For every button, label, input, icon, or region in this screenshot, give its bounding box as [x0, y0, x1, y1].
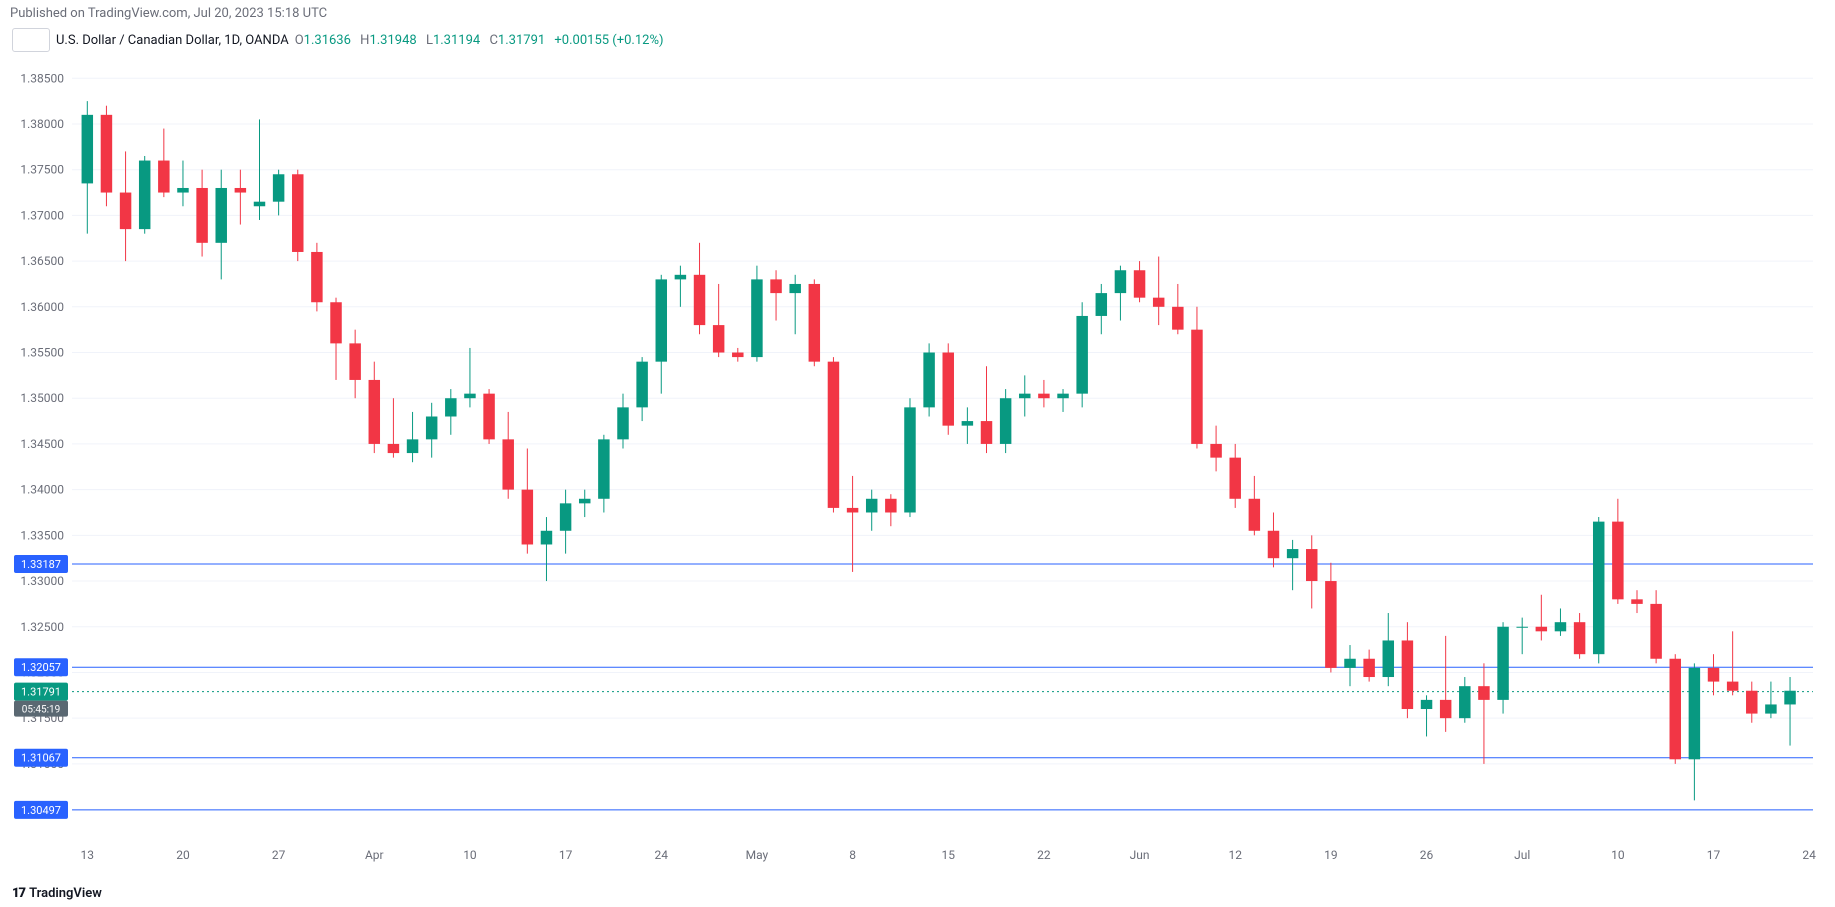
tv-logo-icon: 17: [12, 886, 25, 901]
svg-text:17: 17: [559, 848, 573, 862]
svg-text:1.34500: 1.34500: [20, 437, 64, 451]
svg-text:17: 17: [1707, 848, 1721, 862]
svg-text:24: 24: [1802, 848, 1816, 862]
svg-text:26: 26: [1420, 848, 1434, 862]
tv-brand-text: TradingView: [29, 886, 102, 901]
svg-text:Apr: Apr: [365, 848, 384, 862]
svg-text:1.31067: 1.31067: [21, 752, 61, 765]
ohlc-h: 1.31948: [369, 33, 416, 48]
svg-text:24: 24: [655, 848, 669, 862]
ohlc-l: 1.31194: [433, 33, 480, 48]
svg-text:19: 19: [1324, 848, 1338, 862]
svg-text:1.38000: 1.38000: [20, 117, 64, 131]
ohlc-o: 1.31636: [304, 33, 351, 48]
svg-text:22: 22: [1037, 848, 1051, 862]
ohlc-block: O1.31636 H1.31948 L1.31194 C1.31791 +0.0…: [295, 33, 670, 48]
svg-text:8: 8: [849, 848, 856, 862]
svg-text:20: 20: [176, 848, 190, 862]
svg-text:1.31791: 1.31791: [21, 686, 61, 699]
symbol-logo: [12, 28, 50, 52]
svg-text:1.35000: 1.35000: [20, 391, 64, 405]
symbol-name: U.S. Dollar / Canadian Dollar, 1D, OANDA: [56, 33, 289, 48]
svg-text:1.35500: 1.35500: [20, 346, 64, 360]
svg-text:1.32057: 1.32057: [21, 661, 61, 674]
svg-text:1.30497: 1.30497: [21, 804, 61, 817]
svg-text:1.33000: 1.33000: [20, 574, 64, 588]
svg-text:1.36000: 1.36000: [20, 300, 64, 314]
svg-text:1.34000: 1.34000: [20, 483, 64, 497]
svg-text:10: 10: [1611, 848, 1625, 862]
svg-text:1.36500: 1.36500: [20, 254, 64, 268]
publish-text: Published on TradingView.com, Jul 20, 20…: [10, 6, 327, 21]
svg-text:1.38500: 1.38500: [20, 71, 64, 85]
svg-text:27: 27: [272, 848, 286, 862]
svg-text:1.37500: 1.37500: [20, 163, 64, 177]
chart-area[interactable]: 1.305001.310001.315001.320001.325001.330…: [12, 50, 1823, 867]
svg-text:1.33500: 1.33500: [20, 528, 64, 542]
svg-text:1.33187: 1.33187: [21, 558, 61, 571]
svg-text:May: May: [746, 848, 769, 862]
ohlc-c: 1.31791: [498, 33, 545, 48]
ohlc-change: +0.00155 (+0.12%): [554, 33, 663, 48]
footer-brand: 17 TradingView: [12, 886, 102, 901]
publish-header: Published on TradingView.com, Jul 20, 20…: [0, 0, 1835, 27]
svg-text:12: 12: [1228, 848, 1242, 862]
svg-text:13: 13: [81, 848, 95, 862]
svg-text:1.32500: 1.32500: [20, 620, 64, 634]
svg-text:15: 15: [941, 848, 955, 862]
svg-text:1.37000: 1.37000: [20, 208, 64, 222]
symbol-info-bar: U.S. Dollar / Canadian Dollar, 1D, OANDA…: [12, 28, 670, 52]
svg-text:Jun: Jun: [1130, 848, 1150, 862]
svg-text:Jul: Jul: [1514, 848, 1530, 862]
svg-text:10: 10: [463, 848, 477, 862]
svg-text:05:45:19: 05:45:19: [22, 705, 61, 716]
